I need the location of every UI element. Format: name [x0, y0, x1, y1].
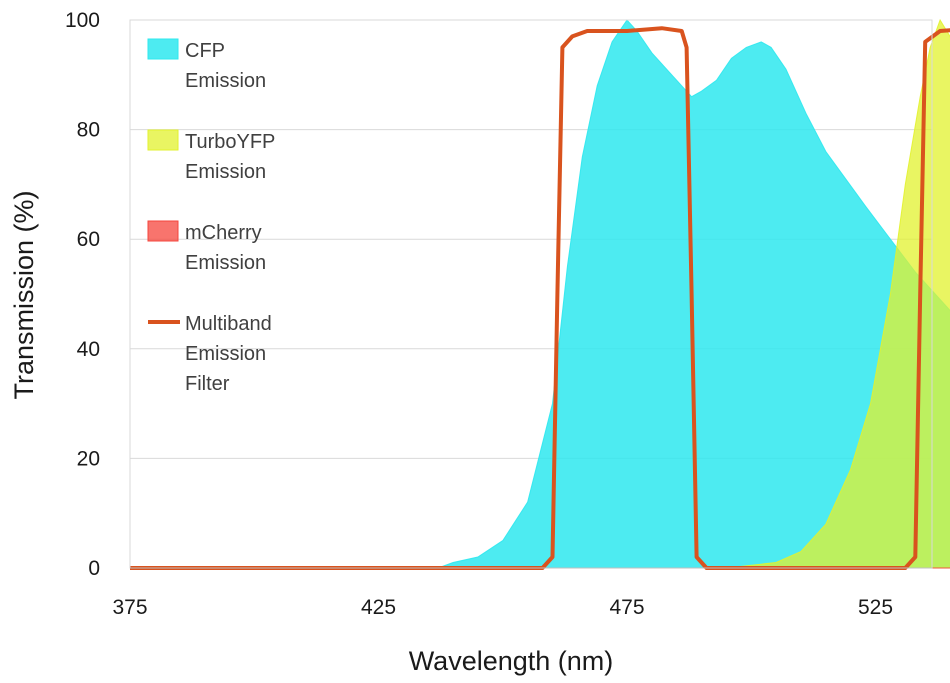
turboyfp-emission-area — [130, 18, 950, 569]
legend-label: Emission — [185, 343, 266, 365]
legend: CFP Emission TurboYFP Emission mCherry Emissi… — [147, 38, 275, 395]
y-tick-label: 60 — [77, 228, 100, 251]
plot-area — [130, 18, 950, 570]
y-tick-label: 20 — [77, 447, 100, 470]
y-tick-label: 0 — [88, 557, 100, 580]
legend-label: Multiband — [185, 313, 272, 335]
legend-label: Emission — [185, 161, 266, 183]
legend-item-mcherry-emission: mCherry Emission — [147, 220, 266, 274]
legend-label: mCherry — [185, 222, 262, 244]
x-axis-title: Wavelength (nm) — [409, 646, 614, 676]
legend-item-multiband-emission-filter: Multiband Emission Filter — [148, 313, 272, 395]
legend-label: TurboYFP — [185, 131, 275, 153]
legend-label: CFP — [185, 40, 225, 62]
y-tick-label: 80 — [77, 119, 100, 142]
x-tick-label: 475 — [609, 596, 644, 619]
legend-label: Filter — [185, 373, 230, 395]
legend-item-cfp-emission: CFP Emission — [147, 38, 266, 92]
multiband-emission-filter-line — [130, 26, 950, 570]
legend-label: Emission — [185, 70, 266, 92]
axes: 020406080100375425475525575625675 — [65, 9, 933, 619]
y-tick-label: 40 — [77, 338, 100, 361]
y-axis-title: Transmission (%) — [9, 190, 39, 399]
x-tick-label: 525 — [858, 596, 893, 619]
legend-swatch — [147, 129, 179, 151]
legend-swatch — [147, 38, 179, 60]
x-tick-label: 375 — [112, 596, 147, 619]
x-tick-label: 425 — [361, 596, 396, 619]
legend-label: Emission — [185, 252, 266, 274]
legend-item-turboyfp-emission: TurboYFP Emission — [147, 129, 275, 183]
y-tick-label: 100 — [65, 9, 100, 32]
legend-swatch — [147, 220, 179, 242]
cfp-emission-area — [130, 19, 950, 569]
